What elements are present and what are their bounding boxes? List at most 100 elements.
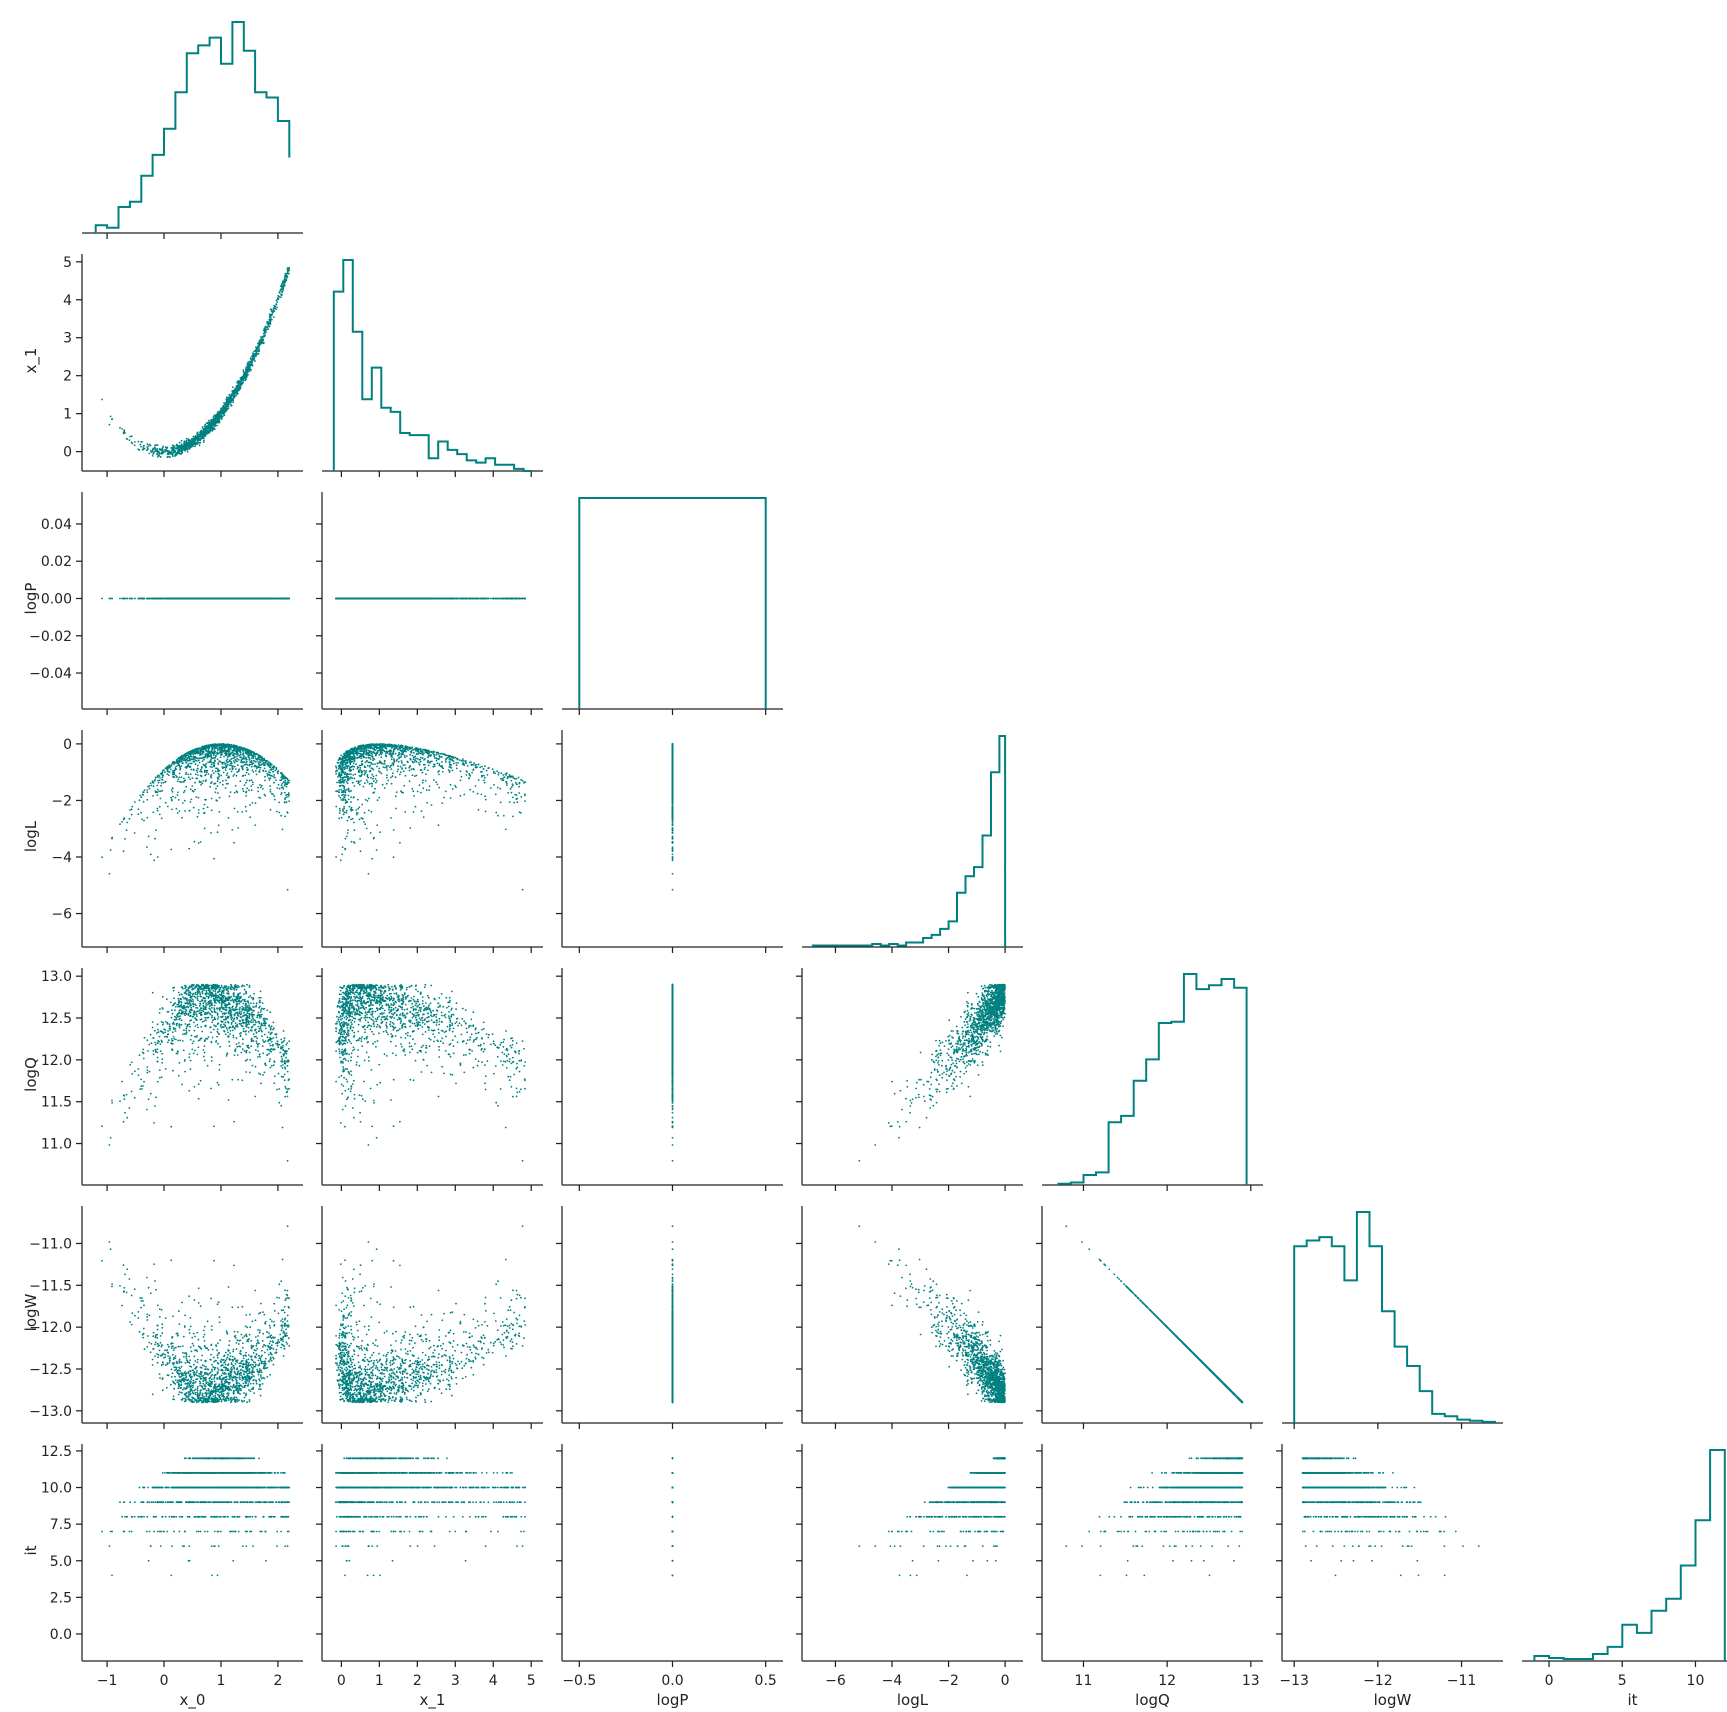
scatter-point: [286, 271, 289, 273]
scatter-point: [212, 419, 215, 421]
scatter-point: [161, 778, 163, 781]
scatter-point: [228, 597, 231, 600]
scatter-point: [252, 358, 255, 361]
scatter-point: [195, 796, 198, 798]
scatter-point: [154, 597, 157, 600]
scatter-point: [151, 455, 154, 457]
scatter-point: [166, 805, 169, 808]
scatter-point: [192, 438, 194, 441]
scatter-point: [256, 346, 259, 349]
scatter-point: [248, 363, 251, 365]
scatter-point: [141, 441, 143, 443]
scatter-point: [126, 597, 129, 600]
scatter-point: [111, 418, 113, 421]
y-tick-label: 0.02: [41, 554, 72, 570]
scatter-point: [269, 785, 272, 787]
scatter-point: [454, 597, 457, 600]
scatter-point: [164, 446, 167, 449]
scatter-point: [154, 449, 157, 452]
scatter-point: [190, 768, 193, 771]
scatter-point: [452, 597, 455, 600]
scatter-point: [282, 287, 285, 290]
scatter-point: [171, 455, 174, 457]
scatter-point: [258, 345, 260, 347]
scatter-point: [156, 448, 159, 450]
scatter-point: [151, 450, 154, 453]
scatter-point: [258, 763, 261, 766]
scatter-point: [175, 447, 178, 450]
scatter-point: [242, 373, 245, 376]
scatter-point: [218, 421, 221, 424]
scatter-point: [164, 448, 167, 451]
scatter-point: [250, 765, 253, 768]
scatter-point: [210, 763, 213, 766]
scatter-point: [523, 597, 526, 600]
scatter-point: [269, 315, 271, 317]
scatter-point: [130, 441, 133, 444]
scatter-point: [379, 597, 381, 600]
scatter-point: [282, 597, 285, 600]
scatter-point: [152, 448, 155, 450]
scatter-point: [245, 375, 247, 378]
scatter-point: [252, 357, 255, 359]
scatter-point: [130, 597, 133, 600]
scatter-point: [185, 439, 188, 442]
scatter-point: [419, 597, 422, 600]
scatter-point: [232, 401, 235, 404]
scatter-point: [244, 805, 247, 808]
scatter-point: [280, 784, 283, 787]
scatter-point: [223, 406, 226, 409]
scatter-point: [184, 810, 187, 812]
scatter-point: [490, 597, 492, 600]
scatter-point: [423, 597, 425, 600]
scatter-point: [266, 321, 269, 324]
scatter-point: [190, 798, 193, 801]
scatter-point: [171, 799, 173, 802]
scatter-point: [220, 418, 223, 420]
scatter-point: [217, 597, 220, 600]
scatter-point: [269, 321, 272, 324]
scatter-point: [186, 441, 188, 444]
scatter-point: [216, 424, 219, 427]
scatter-point: [133, 444, 136, 447]
scatter-point: [391, 597, 394, 600]
scatter-point: [285, 801, 288, 804]
scatter-point: [281, 291, 284, 293]
scatter-point: [249, 816, 252, 819]
scatter-point: [161, 597, 164, 600]
scatter-point: [236, 760, 239, 763]
scatter-point: [167, 597, 170, 600]
scatter-point: [137, 448, 140, 451]
scatter-point: [276, 298, 279, 301]
scatter-point: [236, 380, 239, 383]
scatter-point: [180, 453, 183, 455]
scatter-point: [464, 597, 467, 600]
scatter-point: [376, 597, 379, 600]
scatter-point: [256, 597, 259, 600]
scatter-point: [203, 439, 205, 442]
scatter-point: [198, 442, 200, 444]
scatter-point: [197, 809, 200, 811]
scatter-point: [360, 597, 362, 600]
scatter-point: [187, 763, 190, 766]
scatter-point: [164, 597, 167, 600]
scatter-point: [229, 399, 232, 402]
scatter-point: [238, 384, 241, 387]
scatter-point: [159, 777, 161, 779]
scatter-point: [428, 597, 430, 600]
scatter-point: [160, 817, 163, 820]
scatter-point: [272, 307, 275, 309]
panel-x_1-vs-x_1: [322, 259, 543, 477]
scatter-point: [180, 765, 183, 767]
scatter-point: [126, 438, 129, 440]
scatter-point: [268, 779, 271, 781]
scatter-point: [215, 413, 218, 416]
scatter-point: [225, 774, 228, 776]
scatter-point: [244, 597, 247, 600]
scatter-point: [231, 394, 234, 396]
scatter-point: [192, 435, 195, 438]
scatter-point: [189, 801, 192, 803]
scatter-point: [254, 360, 256, 362]
scatter-point: [159, 449, 162, 451]
